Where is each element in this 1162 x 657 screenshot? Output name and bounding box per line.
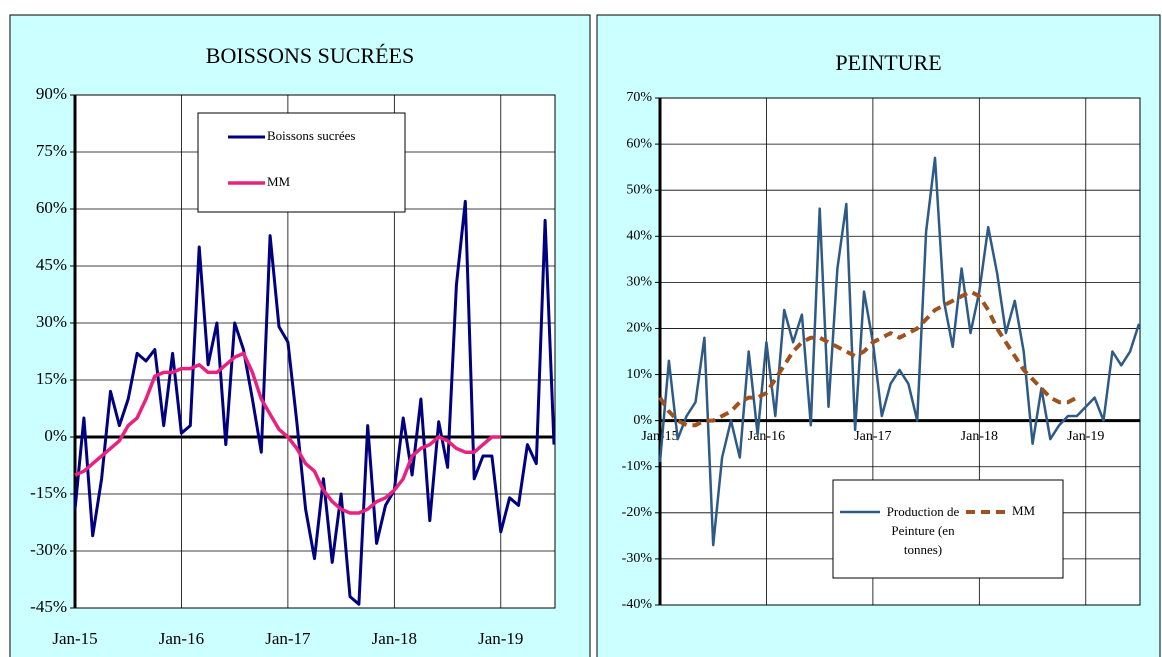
y-tick-label: 60% <box>626 136 652 151</box>
y-tick-label: 90% <box>36 84 67 103</box>
chart-title: PEINTURE <box>835 50 941 75</box>
y-tick-label: 60% <box>36 198 67 217</box>
y-tick-label: 40% <box>626 228 652 243</box>
y-tick-label: -40% <box>622 597 653 612</box>
y-tick-label: 50% <box>626 182 652 197</box>
series-line <box>74 351 501 515</box>
y-tick-label: 15% <box>36 369 67 388</box>
legend-label: Production de Peinture (en tonnes) <box>886 504 960 557</box>
y-tick-label: 0% <box>633 413 652 428</box>
y-tick-label: 70% <box>626 90 652 105</box>
y-tick-label: -10% <box>622 459 653 474</box>
chart-title: BOISSONS SUCRÉES <box>206 43 414 68</box>
y-tick-label: 45% <box>36 255 67 274</box>
y-tick-label: 10% <box>626 367 652 382</box>
y-tick-label: -15% <box>30 483 67 502</box>
x-tick-label: Jan-15 <box>52 629 97 648</box>
y-tick-label: -30% <box>30 540 67 559</box>
series-line <box>658 289 1078 428</box>
y-tick-label: -30% <box>622 551 653 566</box>
legend-box <box>197 112 406 213</box>
y-tick-label: 20% <box>626 321 652 336</box>
series-line <box>73 199 556 606</box>
y-tick-label: 75% <box>36 141 67 160</box>
y-tick-label: -45% <box>30 597 67 616</box>
y-tick-label: 0% <box>44 426 67 445</box>
legend-label: MM <box>1012 503 1036 518</box>
y-tick-label: 30% <box>626 275 652 290</box>
x-tick-label: Jan-16 <box>159 629 204 648</box>
x-tick-label: Jan-18 <box>372 629 417 648</box>
x-tick-label: Jan-17 <box>265 629 311 648</box>
y-tick-label: 30% <box>36 312 67 331</box>
x-tick-label: Jan-18 <box>961 429 998 444</box>
legend-label: Boissons sucrées <box>267 128 355 143</box>
x-tick-label: Jan-19 <box>478 629 523 648</box>
x-tick-label: Jan-16 <box>748 429 785 444</box>
legend-label: MM <box>267 174 291 189</box>
x-tick-label: Jan-19 <box>1067 429 1104 444</box>
y-tick-label: -20% <box>622 505 653 520</box>
x-tick-label: Jan-17 <box>854 429 891 444</box>
legend-box <box>832 479 1064 579</box>
series-line <box>658 156 1141 547</box>
